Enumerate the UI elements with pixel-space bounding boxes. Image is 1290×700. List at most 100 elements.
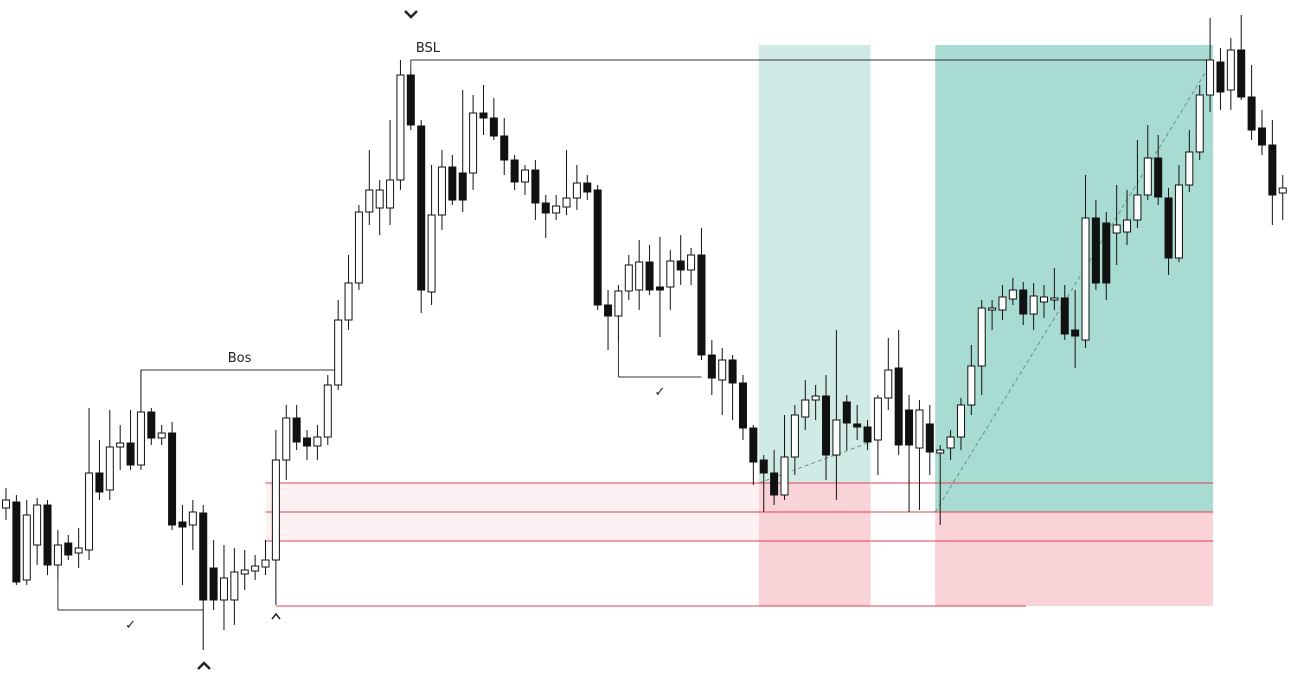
candle-down <box>863 426 872 443</box>
annotation-label: ✓ <box>125 618 136 633</box>
candle-up <box>718 359 727 381</box>
candle-down <box>925 423 934 453</box>
candle-down <box>842 401 851 424</box>
candle-up <box>354 211 363 284</box>
candle-down <box>12 501 21 583</box>
candle-down <box>728 359 737 384</box>
candle-down <box>531 169 540 204</box>
candle-up <box>282 417 291 461</box>
candle-up <box>1008 289 1017 300</box>
candle-up <box>188 511 197 526</box>
chevron-up-small <box>271 612 281 620</box>
candle-down <box>583 182 592 193</box>
candle-up <box>344 282 353 321</box>
candle-down <box>209 567 218 601</box>
candle-down <box>147 411 156 439</box>
candle-up <box>240 569 249 575</box>
candle-down <box>303 437 312 447</box>
loss-zone <box>935 512 1214 606</box>
candle-up <box>396 74 405 181</box>
candle-up <box>136 411 145 466</box>
candle-down <box>417 125 426 291</box>
candle-down <box>510 159 519 183</box>
candle-up <box>1029 295 1038 315</box>
candle-down <box>593 189 602 306</box>
candle-up <box>614 290 623 317</box>
annotation-label: Bos <box>228 351 252 366</box>
candle-up <box>1112 224 1121 234</box>
candle-down <box>95 472 104 493</box>
candle-up <box>74 547 83 554</box>
candle-up <box>1185 151 1194 186</box>
candle-down <box>749 427 758 463</box>
candle-down <box>1071 329 1080 337</box>
candle-up <box>53 544 62 566</box>
chevron-up <box>197 661 211 670</box>
candle-up <box>635 261 644 291</box>
candle-down <box>541 202 550 214</box>
candle-down <box>1060 297 1069 335</box>
candle-up <box>334 319 343 386</box>
profit-zone <box>935 45 1214 512</box>
candle-down <box>126 442 135 466</box>
trade-path <box>758 441 871 484</box>
candle-down <box>697 254 706 356</box>
candle-up <box>1133 194 1142 221</box>
candle-down <box>905 409 914 446</box>
candle-up <box>365 189 374 213</box>
candle-down <box>1247 96 1256 131</box>
candle-up <box>666 260 675 288</box>
candle-down <box>489 117 498 137</box>
candle-up <box>687 254 696 271</box>
candle-up <box>469 112 478 174</box>
loss-zone <box>758 483 871 606</box>
candle-up <box>1081 217 1090 341</box>
candle-up <box>22 514 31 581</box>
candle-down <box>1154 157 1163 198</box>
candle-down <box>1019 289 1028 315</box>
candle-up <box>811 395 820 401</box>
candle-up <box>157 432 166 439</box>
candle-up <box>1195 94 1204 153</box>
candle-down <box>770 472 779 496</box>
candle-up <box>313 436 322 447</box>
candle-down <box>738 382 747 429</box>
candle-up <box>552 205 561 214</box>
candle-up <box>977 307 986 367</box>
candle-down <box>64 542 73 556</box>
candle-up <box>936 449 945 454</box>
candle-up <box>271 459 280 561</box>
candle-down <box>178 521 187 528</box>
candle-down <box>168 432 177 526</box>
candle-up <box>1123 219 1132 233</box>
candle-up <box>261 559 270 568</box>
trade-path <box>934 59 1214 513</box>
candle-up <box>1278 187 1287 194</box>
candle-up <box>801 399 810 418</box>
candle-down <box>1257 127 1266 146</box>
candle-up <box>1174 184 1183 259</box>
candle-up <box>375 189 384 209</box>
chevron-down <box>404 10 418 19</box>
candle-up <box>790 414 799 458</box>
candle-up <box>572 182 581 199</box>
candle-down <box>479 112 488 119</box>
candle-up <box>251 565 260 572</box>
candle-up <box>832 419 841 456</box>
candle-down <box>894 367 903 446</box>
candle-down <box>448 166 457 201</box>
candle-up <box>873 397 882 441</box>
candle-down <box>1237 49 1246 98</box>
candle-up <box>780 456 789 496</box>
candle-up <box>988 307 997 311</box>
candle-down <box>707 354 716 379</box>
candle-down <box>458 172 467 201</box>
candle-up <box>884 369 893 399</box>
profit-zone <box>758 45 871 483</box>
annotation-label: ✓ <box>654 385 665 400</box>
candle-up <box>915 409 924 449</box>
candle-up <box>116 442 125 448</box>
annotation-label: BSL <box>416 41 441 56</box>
